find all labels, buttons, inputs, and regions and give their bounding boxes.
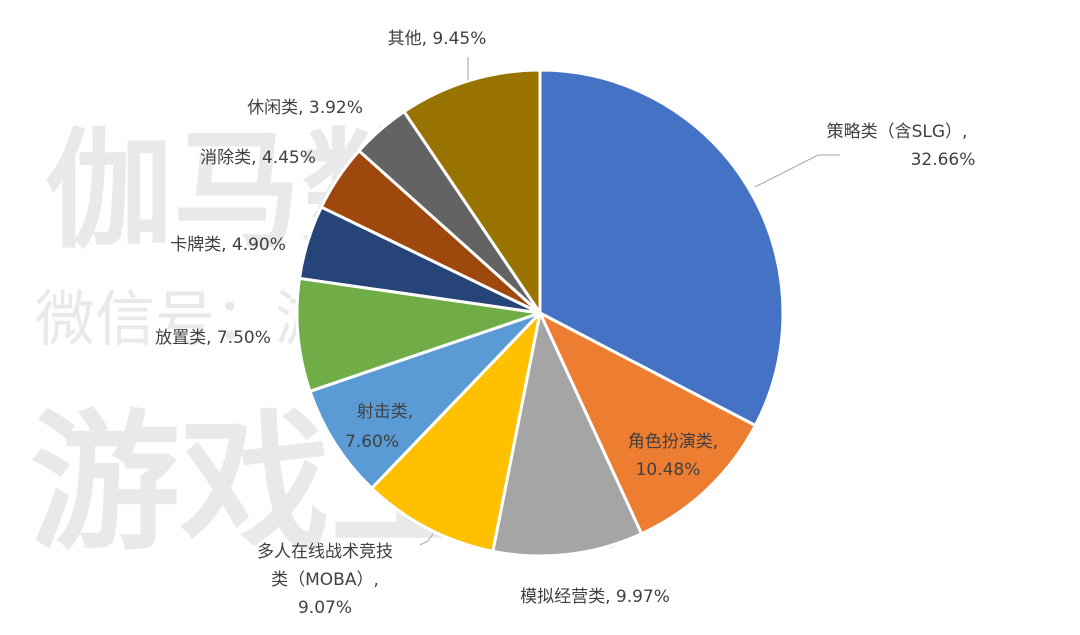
pie-slice-5: [308, 311, 542, 490]
slice-label-9: 休闲类, 3.92%: [247, 98, 363, 118]
pie-slice-3: [491, 311, 644, 558]
leader-line-1: [754, 154, 840, 188]
leader-lines: [419, 57, 840, 546]
slice-label-4-cont: 类（MOBA）,: [271, 570, 379, 590]
slice-value-2: 10.48%: [636, 460, 701, 480]
slice-labels: 策略类（含SLG）, 32.66% 角色扮演类, 10.48% 模拟经营类, 9.97%…: [155, 29, 975, 618]
slice-label-1: 策略类（含SLG）,: [827, 122, 968, 142]
slice-label-7: 卡牌类, 4.90%: [170, 235, 286, 255]
slice-label-6: 放置类, 7.50%: [155, 328, 271, 348]
slice-label-5: 射击类,: [357, 402, 413, 422]
slice-value-5: 7.60%: [345, 432, 399, 452]
slice-label-3: 模拟经营类, 9.97%: [520, 587, 670, 607]
slice-value-4: 9.07%: [298, 598, 352, 618]
pie-slice-1: [538, 68, 785, 427]
slice-label-2: 角色扮演类,: [628, 432, 718, 452]
leader-line-4: [419, 533, 434, 546]
pie-slice-6: [295, 276, 542, 393]
slice-label-10: 其他, 9.45%: [388, 29, 487, 49]
pie-slice-4: [370, 311, 542, 553]
pie-slice-10: [402, 68, 542, 315]
slice-value-1: 32.66%: [911, 150, 976, 170]
slice-label-4: 多人在线战术竞技: [257, 542, 393, 562]
pie-slices: [295, 68, 785, 558]
pie-slice-2: [538, 311, 757, 536]
slice-label-8: 消除类, 4.45%: [200, 148, 316, 168]
